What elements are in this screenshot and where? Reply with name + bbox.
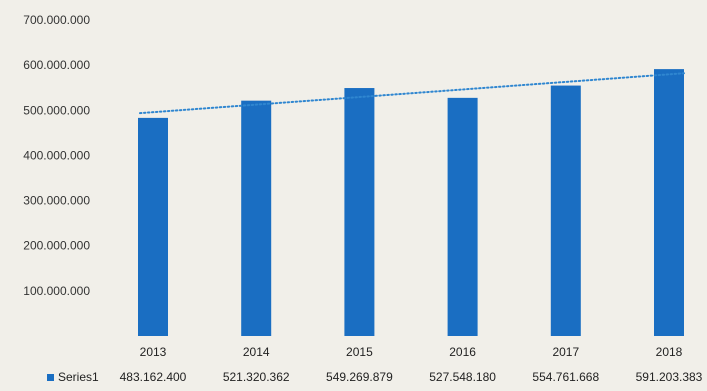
bar [654,69,684,337]
x-tick-label: 2016 [449,345,476,359]
legend-label: Series1 [58,370,99,384]
x-tick-label: 2014 [243,345,270,359]
data-label: 591.203.383 [636,370,703,384]
data-label: 527.548.180 [429,370,496,384]
y-tick-label: 400.000.000 [23,148,90,162]
y-tick-label: 500.000.000 [23,103,90,117]
y-tick-label: 700.000.000 [23,13,90,27]
data-label: 483.162.400 [120,370,187,384]
legend-swatch [47,374,54,381]
x-tick-label: 2015 [346,345,373,359]
data-label: 521.320.362 [223,370,290,384]
bar [344,88,375,336]
data-label: 554.761.668 [532,370,599,384]
y-tick-label: 600.000.000 [23,58,90,72]
y-tick-label: 200.000.000 [23,239,90,253]
bar [447,97,478,337]
bar [138,117,168,336]
x-tick-label: 2018 [656,345,683,359]
bar [550,85,581,337]
x-tick-label: 2017 [552,345,579,359]
x-tick-label: 2013 [140,345,167,359]
bar [241,100,272,336]
trendline [139,72,685,115]
data-label: 549.269.879 [326,370,393,384]
y-tick-label: 100.000.000 [23,284,90,298]
y-tick-label: 300.000.000 [23,194,90,208]
